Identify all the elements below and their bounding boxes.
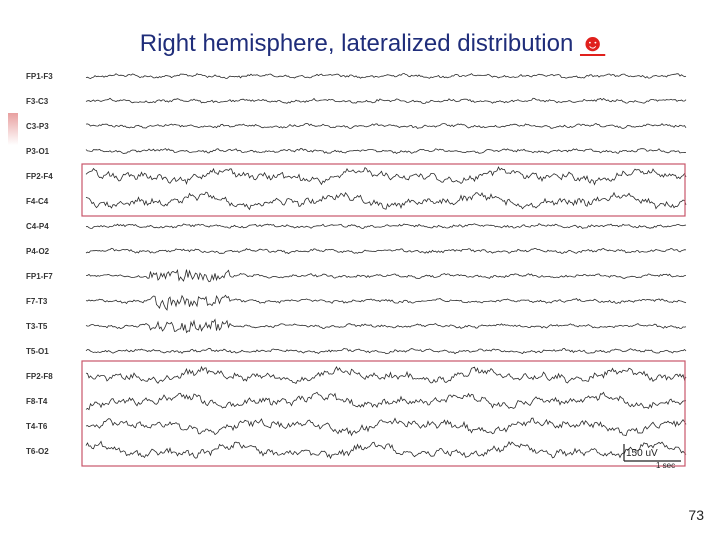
eeg-trace	[85, 166, 687, 186]
eeg-trace	[85, 391, 687, 411]
eeg-trace	[85, 148, 687, 155]
eeg-trace	[85, 223, 687, 229]
eeg-trace	[85, 294, 687, 311]
channel-label: T6-O2	[26, 447, 49, 456]
channel-label: P4-O2	[26, 247, 50, 256]
channel-label: F3-C3	[26, 97, 49, 106]
eeg-trace	[85, 191, 687, 211]
eeg-trace	[85, 440, 687, 460]
channel-label: FP1-F3	[26, 72, 53, 81]
red-accent-bar	[8, 113, 18, 145]
time-scale-label: 1 sec	[656, 461, 675, 470]
slide-title: Right hemisphere, lateralized distributi…	[0, 30, 720, 58]
channel-label: F4-C4	[26, 197, 49, 206]
channel-label: T3-T5	[26, 322, 48, 331]
eeg-trace	[85, 122, 687, 129]
eeg-trace	[85, 318, 687, 334]
channel-label: FP1-F7	[26, 272, 53, 281]
amplitude-scale-label: 150 uV	[626, 448, 658, 459]
slide-page-number: 73	[688, 507, 704, 523]
eeg-trace	[86, 268, 686, 283]
smiley-face-icon: ☻	[579, 30, 606, 57]
eeg-trace	[85, 417, 687, 437]
slide-title-text: Right hemisphere, lateralized distributi…	[139, 30, 574, 57]
channel-label: P3-O1	[26, 147, 50, 156]
highlight-box-temporal-right	[81, 360, 686, 467]
channel-label: T5-O1	[26, 347, 49, 356]
eeg-trace	[85, 72, 687, 80]
eeg-trace	[85, 347, 687, 355]
channel-label: C3-P3	[26, 122, 49, 131]
eeg-trace	[85, 97, 687, 105]
channel-label: C4-P4	[26, 222, 49, 231]
channel-label: F8-T4	[26, 397, 48, 406]
eeg-trace	[85, 247, 687, 255]
channel-label: F7-T3	[26, 297, 48, 306]
eeg-trace	[85, 365, 687, 384]
channel-label: FP2-F8	[26, 372, 53, 381]
calibration-scale-bar: 150 uV 1 sec	[623, 444, 681, 470]
channel-label: T4-T6	[26, 422, 48, 431]
highlight-box-frontal-right	[81, 163, 686, 217]
channel-label: FP2-F4	[26, 172, 53, 181]
